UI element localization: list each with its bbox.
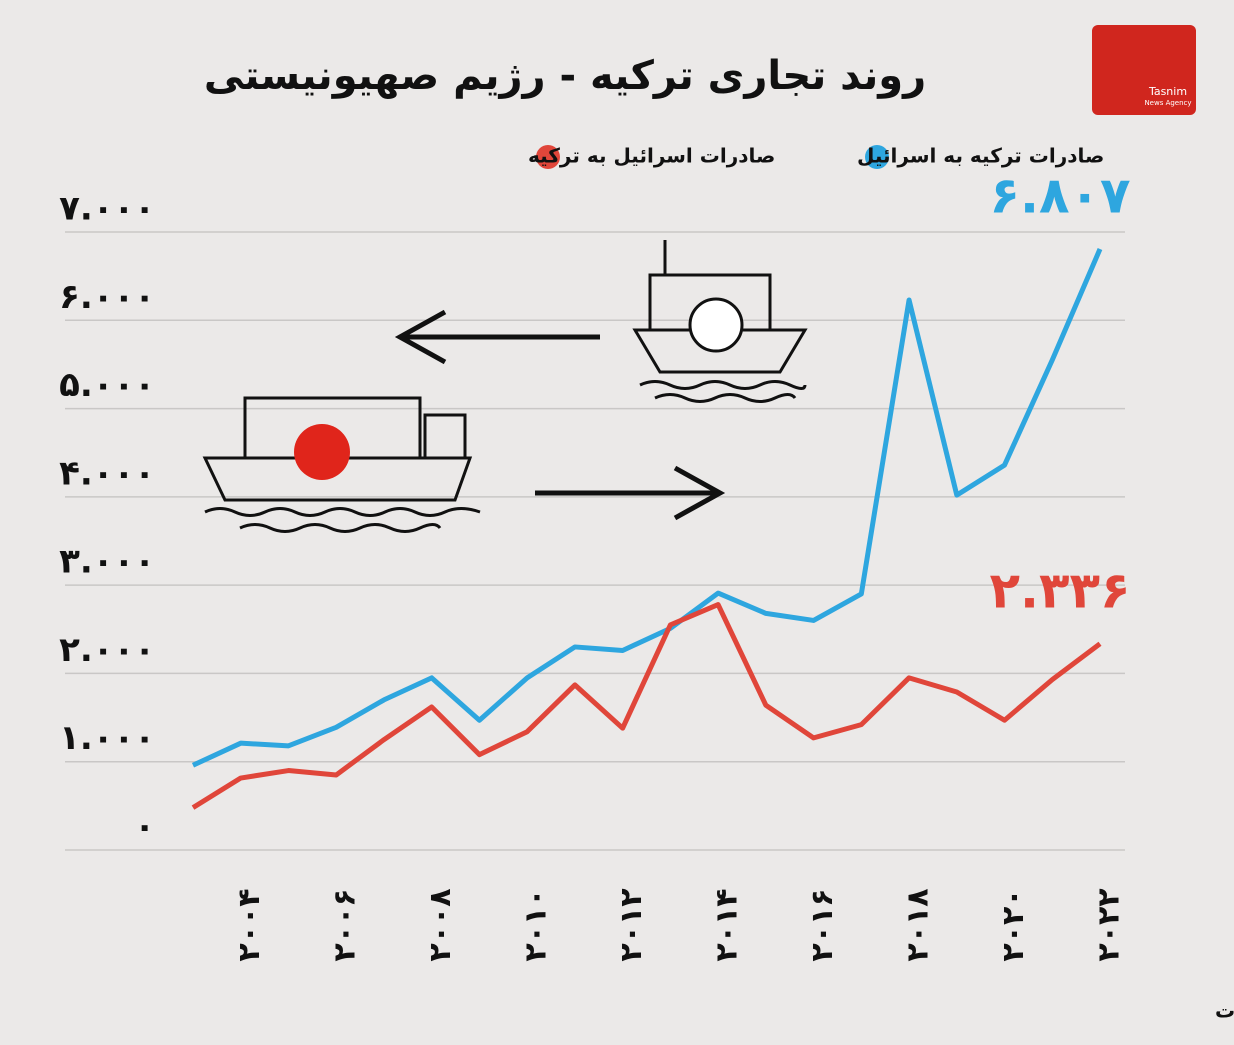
wave	[204, 507, 481, 517]
x-tick-label: ۲۰۱۰	[519, 888, 554, 961]
y-tick-label: ۰	[134, 807, 155, 847]
legend-marker	[865, 145, 889, 169]
wave	[239, 523, 442, 533]
y-tick-label: ۶.۰۰۰	[59, 277, 155, 317]
value-label: ۶.۸۰۷	[989, 167, 1130, 225]
x-tick-label: ۲۰۱۲	[614, 888, 649, 961]
logo-name: Tasnim	[1148, 85, 1187, 98]
x-tick-label: ۲۰۲۰	[996, 888, 1031, 961]
turkey-ship	[202, 396, 481, 533]
legend-label: صادرات ترکیه به اسرائیل	[857, 144, 1104, 168]
series-line	[191, 602, 1102, 810]
x-tick-label: ۲۰۱۸	[901, 888, 936, 961]
source: منبع: روزنامه یدیعوت آحارونوت	[1215, 998, 1234, 1023]
y-tick-label: ۱.۰۰۰	[59, 718, 155, 758]
bridge	[423, 413, 467, 460]
wave	[639, 380, 807, 390]
value-label: ۲.۳۳۶	[989, 561, 1130, 619]
y-tick-label: ۳.۰۰۰	[59, 542, 155, 582]
logo-subtitle: News Agency	[1144, 99, 1191, 107]
x-tick-label: ۲۰۰۴	[232, 888, 267, 961]
logo-box	[1092, 25, 1196, 115]
y-tick-label: ۴.۰۰۰	[59, 453, 155, 493]
chart-title: روند تجاری ترکیه - رژیم صهیونیستی	[204, 53, 926, 99]
legend-marker	[536, 145, 560, 169]
grid	[65, 231, 1125, 851]
y-tick-label: ۵.۰۰۰	[59, 365, 155, 405]
x-tick-label: ۲۰۰۸	[423, 888, 458, 961]
flag	[688, 297, 744, 353]
israel-ship	[632, 240, 808, 403]
x-tick-label: ۲۰۲۲	[1092, 888, 1127, 961]
series-line	[191, 248, 1103, 768]
wave	[654, 393, 797, 403]
legend-label: صادرات اسرائیل به ترکیه	[528, 144, 775, 168]
x-tick-label: ۲۰۰۶	[328, 888, 363, 961]
arrow-head	[394, 309, 447, 365]
flag	[294, 424, 350, 480]
y-tick-label: ۲.۰۰۰	[59, 630, 155, 670]
y-tick-label: ۷.۰۰۰	[59, 189, 155, 229]
x-tick-label: ۲۰۱۶	[805, 888, 840, 961]
x-tick-label: ۲۰۱۴	[710, 888, 745, 961]
arrow-head	[673, 465, 726, 521]
logo: Tasnim News Agency	[1092, 25, 1196, 115]
